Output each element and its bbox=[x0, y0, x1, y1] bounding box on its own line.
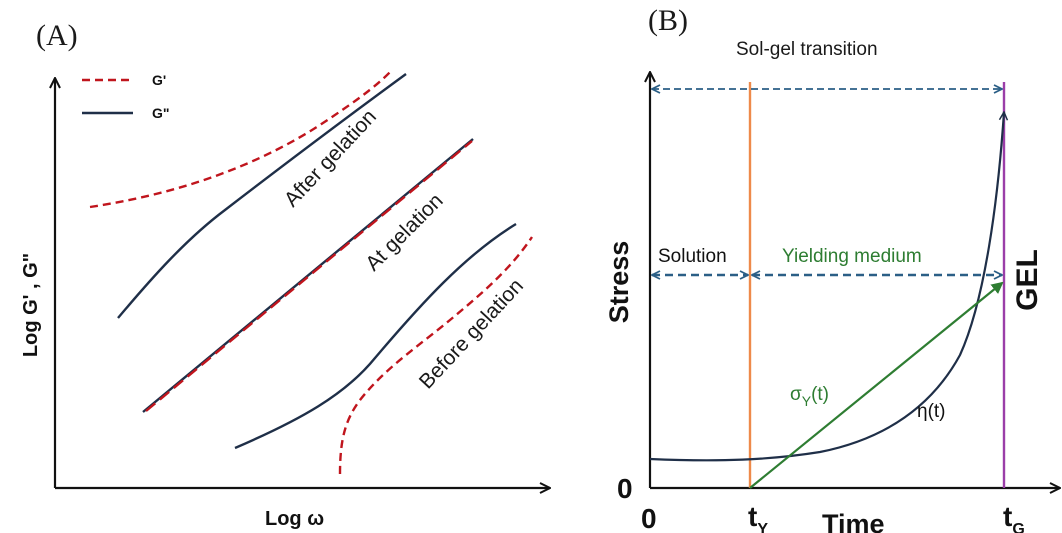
panel-b-x-axis-label: Time bbox=[822, 509, 885, 533]
panel-a-y-axis-label: Log G' , G" bbox=[20, 253, 42, 357]
panel-b-origin-x-tick: 0 bbox=[641, 503, 657, 533]
sigma-symbol: σ bbox=[790, 384, 802, 405]
yielding-medium-label: Yielding medium bbox=[782, 246, 922, 267]
sigma-suffix: (t) bbox=[811, 384, 829, 405]
t-g-tick-sub: G bbox=[1012, 521, 1024, 533]
legend-g-prime-label: G' bbox=[152, 72, 166, 88]
gel-label: GEL bbox=[1011, 249, 1044, 311]
t-g-tick-main: t bbox=[1003, 501, 1012, 532]
panel-a-x-axis-label: Log ω bbox=[265, 508, 324, 530]
sigma-y-line bbox=[749, 281, 1004, 489]
t-y-tick-main: t bbox=[748, 501, 757, 532]
before-gelation-g-prime-curve bbox=[338, 236, 533, 475]
panel-b-label: (B) bbox=[648, 4, 688, 37]
t-g-tick: tG bbox=[1003, 501, 1025, 533]
after-gelation-label: After gelation bbox=[280, 105, 381, 211]
eta-curve bbox=[649, 112, 1004, 462]
sigma-y-label: σY(t) bbox=[790, 384, 829, 409]
panel-a-label: (A) bbox=[36, 19, 78, 52]
panel-b-origin-y-tick: 0 bbox=[617, 473, 633, 504]
at-gelation-g-prime-curve bbox=[145, 140, 473, 412]
at-gelation-label: At gelation bbox=[361, 189, 447, 275]
after-gelation-g-prime-curve bbox=[89, 69, 393, 209]
sol-gel-title: Sol-gel transition bbox=[736, 39, 878, 60]
panel-b: (B) Sol-gel transition Solution Yielding… bbox=[604, 4, 1060, 533]
panel-a: (A) G' G" After gelation At gelation Bef… bbox=[20, 19, 550, 530]
panel-b-y-axis-label: Stress bbox=[604, 241, 634, 324]
after-gelation-g-double-prime-curve bbox=[117, 73, 407, 319]
sigma-subscript: Y bbox=[802, 393, 812, 409]
t-y-tick-sub: Y bbox=[757, 521, 768, 533]
eta-label: η(t) bbox=[917, 401, 946, 422]
legend-g-double-prime-label: G" bbox=[152, 105, 170, 121]
before-gelation-g-double-prime-curve bbox=[234, 222, 517, 450]
t-y-tick: tY bbox=[748, 501, 768, 533]
solution-label: Solution bbox=[658, 246, 727, 267]
